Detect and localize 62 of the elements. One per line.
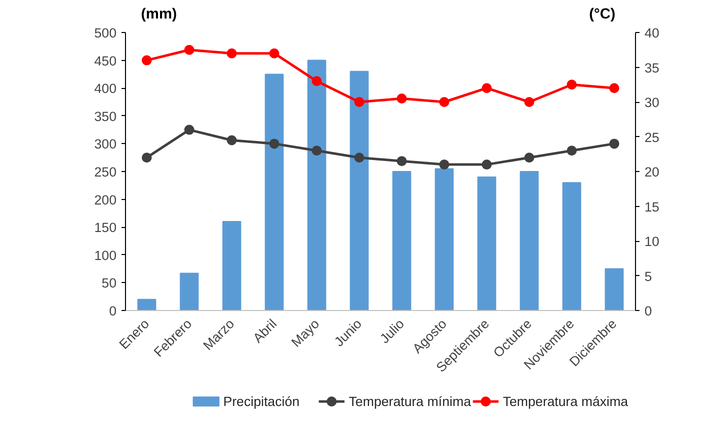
- legend-label: Precipitación: [223, 394, 300, 409]
- bar: [434, 168, 454, 310]
- bar: [520, 171, 539, 310]
- point: [354, 97, 364, 107]
- point: [226, 48, 237, 58]
- y-tick-label: 350: [94, 108, 117, 124]
- point: [439, 160, 450, 170]
- point: [566, 80, 577, 90]
- y-tick-label: 50: [102, 276, 117, 291]
- point: [226, 135, 237, 146]
- y2-tick-label: 0: [644, 304, 652, 318]
- point: [609, 83, 620, 94]
- point: [184, 124, 194, 135]
- y2-tick-label: 40: [644, 26, 660, 40]
- point: [142, 152, 152, 163]
- point: [524, 97, 534, 107]
- point: [184, 44, 194, 55]
- bar: [350, 70, 369, 310]
- legend-label: Temperatura mínima: [348, 394, 472, 409]
- point: [269, 48, 280, 58]
- y2-tick-label: 20: [644, 164, 660, 180]
- y-tick-label: 400: [94, 81, 117, 96]
- bar: [137, 298, 156, 310]
- point: [439, 97, 450, 107]
- point: [482, 83, 492, 94]
- y-axis-title: (mm): [141, 6, 177, 22]
- point: [269, 138, 280, 149]
- point: [354, 152, 364, 163]
- y2-tick-label: 35: [644, 60, 660, 76]
- bar: [604, 268, 624, 310]
- y2-tick-label: 10: [644, 234, 660, 249]
- point: [312, 146, 322, 156]
- y-tick-label: 300: [94, 136, 117, 152]
- bar: [392, 171, 412, 310]
- bar: [562, 182, 582, 310]
- y-tick-label: 500: [94, 26, 117, 40]
- y2-axis-title: (°C): [589, 6, 616, 22]
- point: [396, 156, 407, 166]
- y2-tick-label: 5: [644, 268, 652, 284]
- bar: [222, 221, 242, 310]
- point: [482, 160, 492, 170]
- y-tick-label: 200: [94, 192, 117, 208]
- y-tick-label: 150: [94, 220, 117, 236]
- y-tick-label: 450: [94, 53, 117, 68]
- x-tick-label: Julio: [377, 316, 408, 346]
- bar: [180, 272, 199, 310]
- point: [566, 146, 577, 156]
- y-tick-label: 250: [94, 164, 117, 180]
- point: [396, 94, 407, 104]
- legend-label: Temperatura máxima: [502, 394, 629, 409]
- y2-tick-label: 30: [644, 95, 660, 110]
- point: [142, 55, 152, 66]
- bar: [477, 176, 496, 310]
- bar: [307, 60, 326, 310]
- point: [312, 76, 322, 86]
- point: [524, 152, 534, 163]
- y-tick-label: 0: [109, 304, 117, 318]
- y2-tick-label: 25: [644, 130, 660, 145]
- y2-tick-label: 15: [644, 199, 660, 214]
- point: [609, 138, 620, 149]
- bar: [264, 74, 284, 310]
- y-tick-label: 100: [94, 248, 117, 263]
